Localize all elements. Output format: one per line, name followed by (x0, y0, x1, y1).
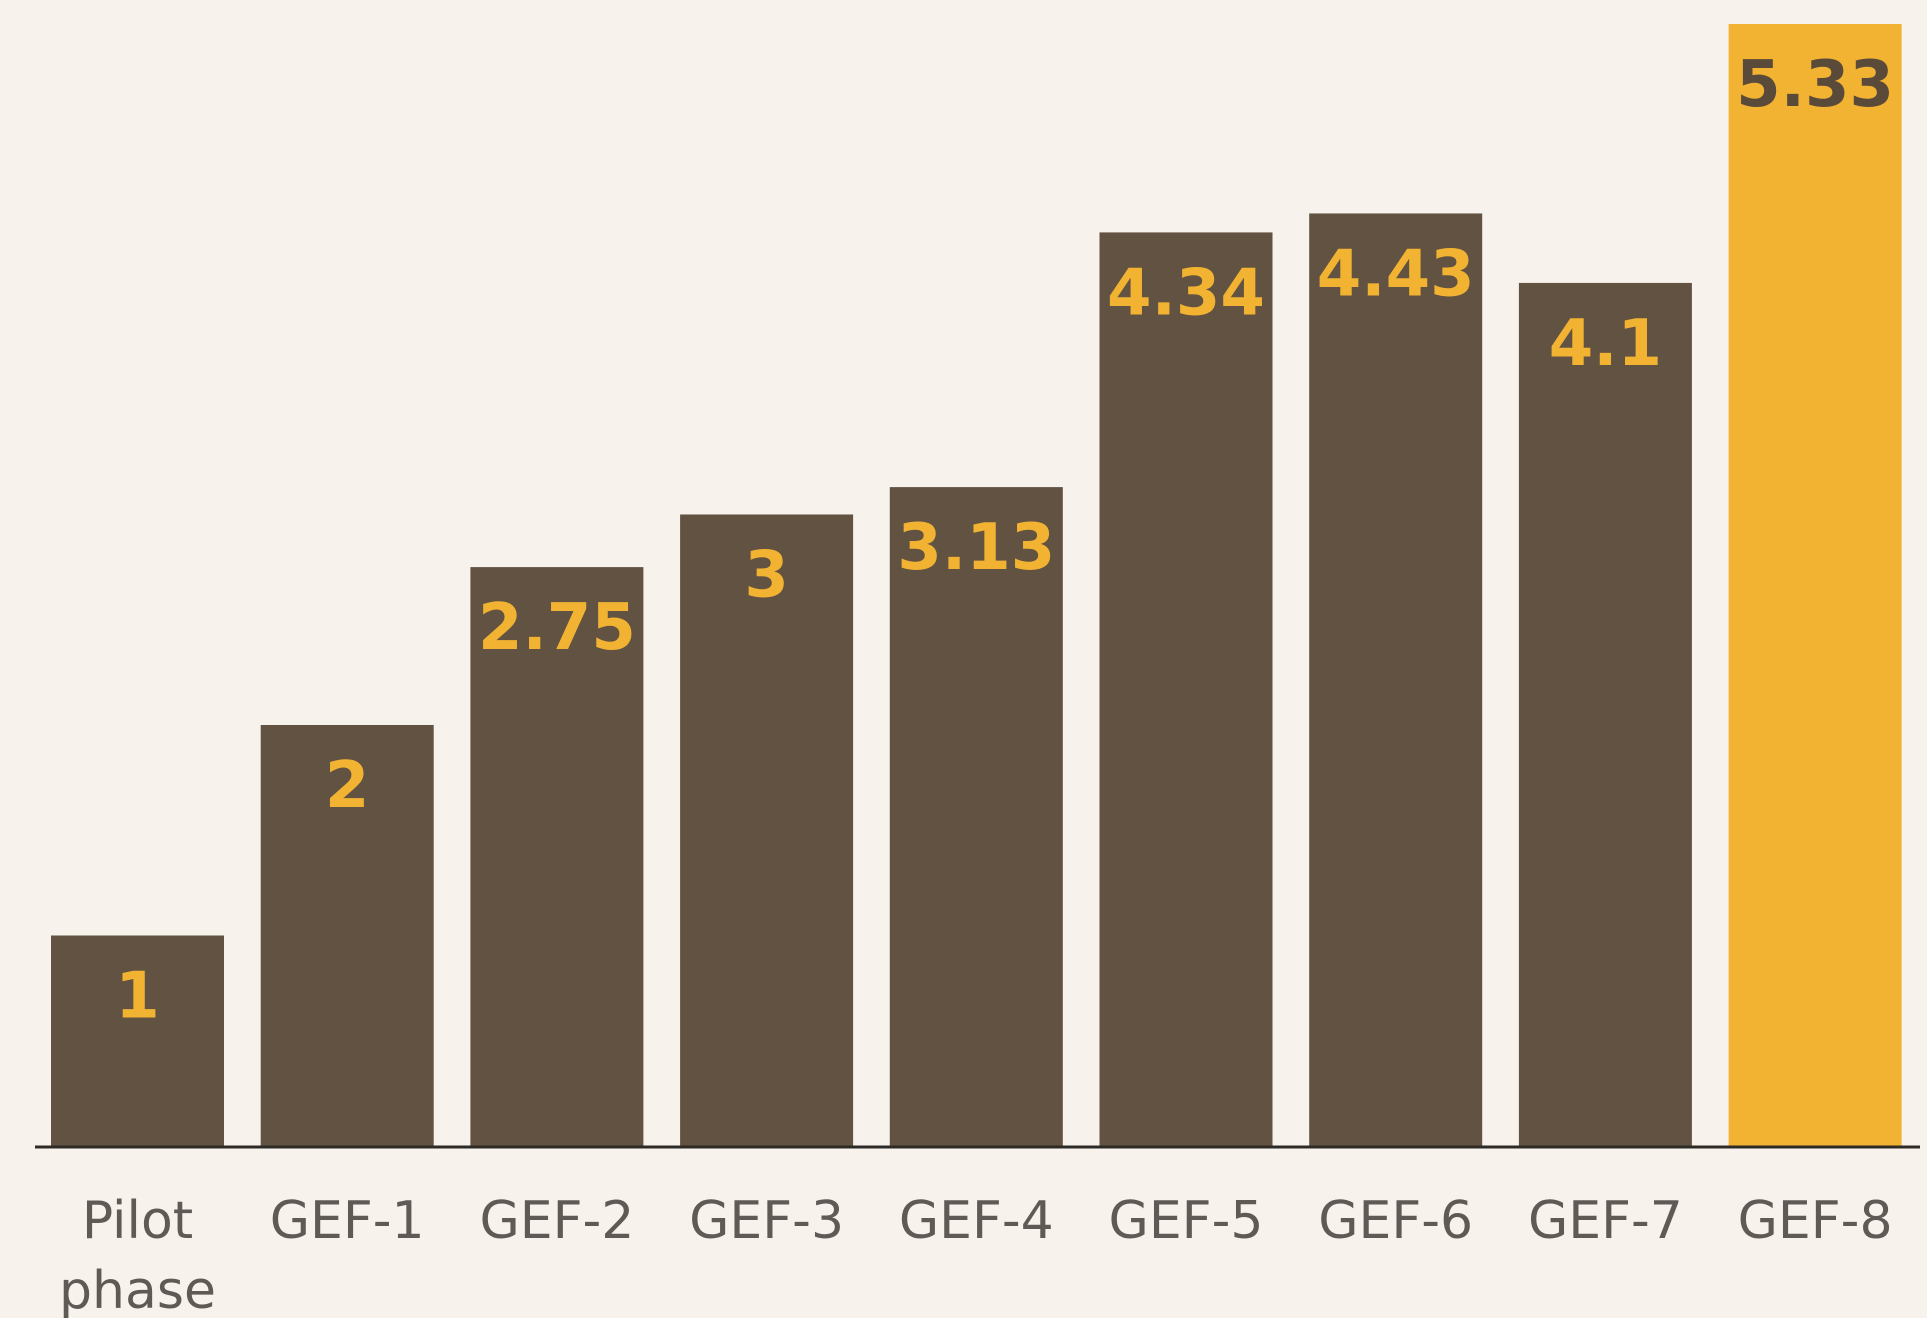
bar-value-label-6: 4.43 (1317, 237, 1475, 311)
bar-7 (1518, 282, 1692, 1146)
x-tick-label-7: GEF-7 (1528, 1191, 1683, 1251)
x-tick-label-5: GEF-5 (1109, 1191, 1264, 1251)
bar-value-label-7: 4.1 (1549, 307, 1662, 381)
x-tick-label-6: GEF-6 (1318, 1191, 1473, 1251)
x-tick-label-1: GEF-1 (270, 1191, 425, 1251)
bar-6 (1309, 213, 1483, 1146)
bar-0 (51, 935, 224, 1146)
bars-layer (51, 24, 1902, 1147)
bar-4 (889, 487, 1063, 1146)
x-tick-label-3: GEF-3 (689, 1191, 844, 1251)
bar-1 (260, 724, 434, 1146)
bar-value-label-1: 2 (325, 749, 370, 823)
bar-value-label-3: 3 (744, 538, 789, 612)
bar-value-label-8: 5.33 (1736, 48, 1894, 122)
bar-5 (1099, 232, 1273, 1147)
x-tick-label-2: GEF-2 (479, 1191, 634, 1251)
x-tick-label-0: Pilot phase (59, 1191, 216, 1318)
x-tick-label-4: GEF-4 (899, 1191, 1054, 1251)
bar-3 (680, 514, 854, 1146)
x-tick-label-8: GEF-8 (1738, 1191, 1893, 1251)
bar-2 (470, 567, 644, 1146)
x-tick-labels-layer: Pilot phase GEF-1 GEF-2 GEF-3 GEF-4 GEF-5 GEF-6… (59, 1191, 1893, 1318)
bar-value-label-2: 2.75 (478, 591, 636, 665)
value-labels-layer: 1 2 2.75 3 3.13 4.34 4.43 4.1 5.33 (115, 48, 1894, 1033)
bar-value-label-0: 1 (115, 959, 160, 1033)
bar-8 (1728, 24, 1902, 1146)
bar-value-label-4: 3.13 (897, 511, 1055, 585)
bar-value-label-5: 4.34 (1107, 256, 1265, 330)
